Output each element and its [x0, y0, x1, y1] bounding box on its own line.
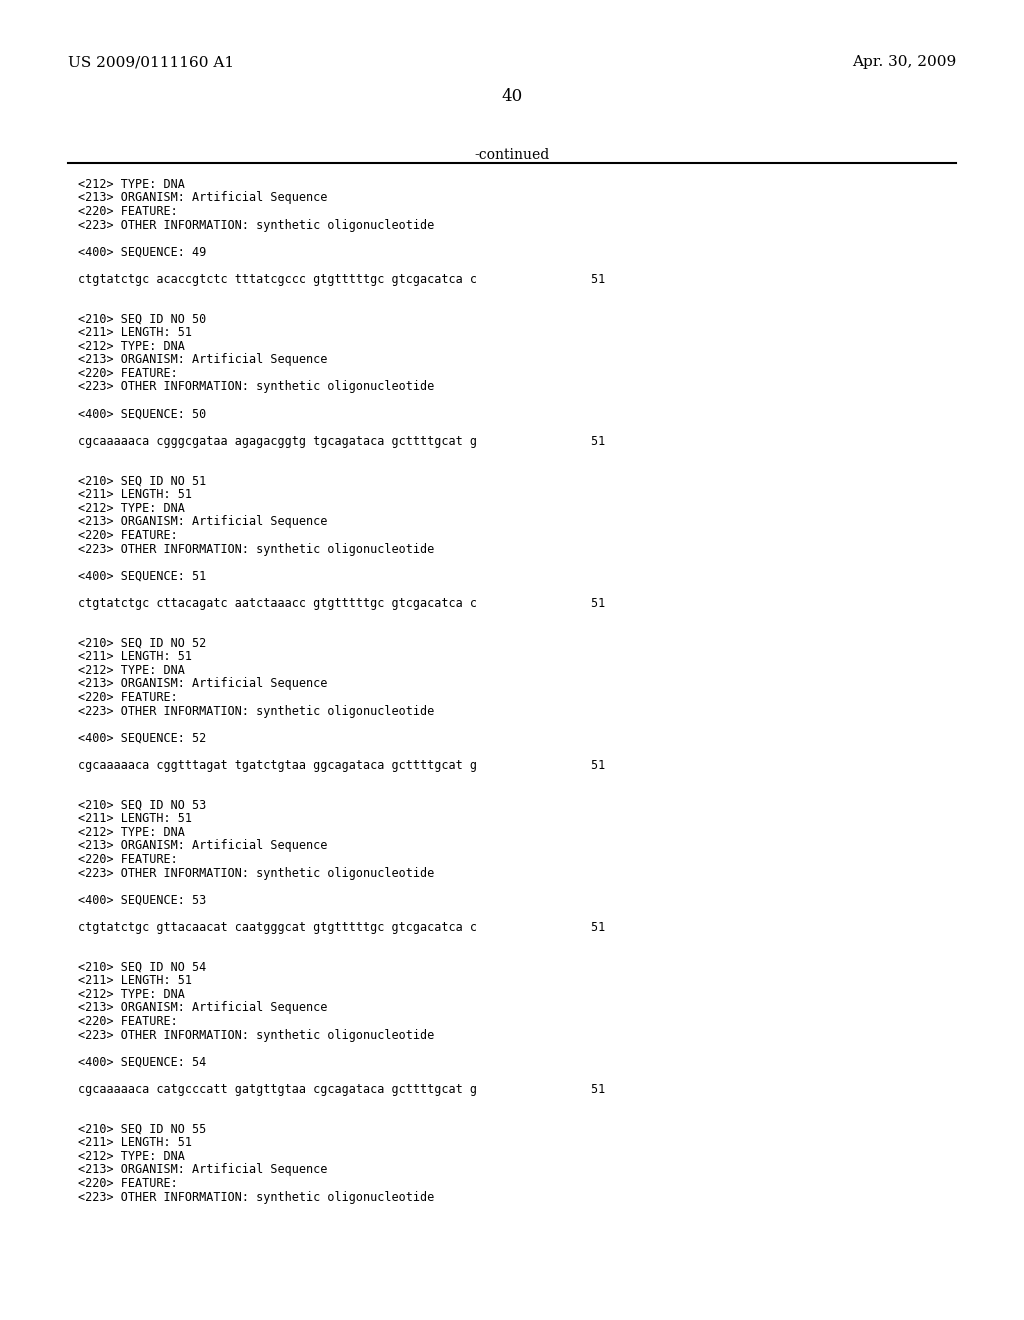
Text: <220> FEATURE:: <220> FEATURE: — [78, 1015, 178, 1028]
Text: <400> SEQUENCE: 53: <400> SEQUENCE: 53 — [78, 894, 206, 907]
Text: <220> FEATURE:: <220> FEATURE: — [78, 367, 178, 380]
Text: <213> ORGANISM: Artificial Sequence: <213> ORGANISM: Artificial Sequence — [78, 677, 328, 690]
Text: <223> OTHER INFORMATION: synthetic oligonucleotide: <223> OTHER INFORMATION: synthetic oligo… — [78, 219, 434, 231]
Text: <400> SEQUENCE: 52: <400> SEQUENCE: 52 — [78, 731, 206, 744]
Text: cgcaaaaaca catgcccatt gatgttgtaa cgcagataca gcttttgcat g                51: cgcaaaaaca catgcccatt gatgttgtaa cgcagat… — [78, 1082, 605, 1096]
Text: <213> ORGANISM: Artificial Sequence: <213> ORGANISM: Artificial Sequence — [78, 1163, 328, 1176]
Text: <400> SEQUENCE: 51: <400> SEQUENCE: 51 — [78, 569, 206, 582]
Text: <211> LENGTH: 51: <211> LENGTH: 51 — [78, 326, 193, 339]
Text: <220> FEATURE:: <220> FEATURE: — [78, 529, 178, 543]
Text: <212> TYPE: DNA: <212> TYPE: DNA — [78, 178, 185, 191]
Text: Apr. 30, 2009: Apr. 30, 2009 — [852, 55, 956, 69]
Text: <211> LENGTH: 51: <211> LENGTH: 51 — [78, 974, 193, 987]
Text: <213> ORGANISM: Artificial Sequence: <213> ORGANISM: Artificial Sequence — [78, 840, 328, 853]
Text: <213> ORGANISM: Artificial Sequence: <213> ORGANISM: Artificial Sequence — [78, 191, 328, 205]
Text: 40: 40 — [502, 88, 522, 106]
Text: <211> LENGTH: 51: <211> LENGTH: 51 — [78, 1137, 193, 1150]
Text: <223> OTHER INFORMATION: synthetic oligonucleotide: <223> OTHER INFORMATION: synthetic oligo… — [78, 543, 434, 556]
Text: <223> OTHER INFORMATION: synthetic oligonucleotide: <223> OTHER INFORMATION: synthetic oligo… — [78, 866, 434, 879]
Text: <213> ORGANISM: Artificial Sequence: <213> ORGANISM: Artificial Sequence — [78, 1002, 328, 1015]
Text: <223> OTHER INFORMATION: synthetic oligonucleotide: <223> OTHER INFORMATION: synthetic oligo… — [78, 705, 434, 718]
Text: ctgtatctgc cttacagatc aatctaaacc gtgtttttgc gtcgacatca c                51: ctgtatctgc cttacagatc aatctaaacc gtgtttt… — [78, 597, 605, 610]
Text: <212> TYPE: DNA: <212> TYPE: DNA — [78, 1150, 185, 1163]
Text: <212> TYPE: DNA: <212> TYPE: DNA — [78, 826, 185, 840]
Text: <220> FEATURE:: <220> FEATURE: — [78, 853, 178, 866]
Text: <220> FEATURE:: <220> FEATURE: — [78, 205, 178, 218]
Text: ctgtatctgc acaccgtctc tttatcgccc gtgtttttgc gtcgacatca c                51: ctgtatctgc acaccgtctc tttatcgccc gtgtttt… — [78, 272, 605, 285]
Text: cgcaaaaaca cgggcgataa agagacggtg tgcagataca gcttttgcat g                51: cgcaaaaaca cgggcgataa agagacggtg tgcagat… — [78, 434, 605, 447]
Text: <212> TYPE: DNA: <212> TYPE: DNA — [78, 987, 185, 1001]
Text: <223> OTHER INFORMATION: synthetic oligonucleotide: <223> OTHER INFORMATION: synthetic oligo… — [78, 380, 434, 393]
Text: <210> SEQ ID NO 54: <210> SEQ ID NO 54 — [78, 961, 206, 974]
Text: <220> FEATURE:: <220> FEATURE: — [78, 690, 178, 704]
Text: ctgtatctgc gttacaacat caatgggcat gtgtttttgc gtcgacatca c                51: ctgtatctgc gttacaacat caatgggcat gtgtttt… — [78, 920, 605, 933]
Text: <212> TYPE: DNA: <212> TYPE: DNA — [78, 341, 185, 352]
Text: <213> ORGANISM: Artificial Sequence: <213> ORGANISM: Artificial Sequence — [78, 516, 328, 528]
Text: <223> OTHER INFORMATION: synthetic oligonucleotide: <223> OTHER INFORMATION: synthetic oligo… — [78, 1028, 434, 1041]
Text: <400> SEQUENCE: 54: <400> SEQUENCE: 54 — [78, 1056, 206, 1068]
Text: <210> SEQ ID NO 53: <210> SEQ ID NO 53 — [78, 799, 206, 812]
Text: <210> SEQ ID NO 51: <210> SEQ ID NO 51 — [78, 475, 206, 488]
Text: <211> LENGTH: 51: <211> LENGTH: 51 — [78, 488, 193, 502]
Text: <211> LENGTH: 51: <211> LENGTH: 51 — [78, 813, 193, 825]
Text: <210> SEQ ID NO 52: <210> SEQ ID NO 52 — [78, 638, 206, 649]
Text: cgcaaaaaca cggtttagat tgatctgtaa ggcagataca gcttttgcat g                51: cgcaaaaaca cggtttagat tgatctgtaa ggcagat… — [78, 759, 605, 771]
Text: <212> TYPE: DNA: <212> TYPE: DNA — [78, 502, 185, 515]
Text: <220> FEATURE:: <220> FEATURE: — [78, 1177, 178, 1191]
Text: <213> ORGANISM: Artificial Sequence: <213> ORGANISM: Artificial Sequence — [78, 354, 328, 367]
Text: <211> LENGTH: 51: <211> LENGTH: 51 — [78, 651, 193, 664]
Text: <212> TYPE: DNA: <212> TYPE: DNA — [78, 664, 185, 677]
Text: <400> SEQUENCE: 49: <400> SEQUENCE: 49 — [78, 246, 206, 259]
Text: US 2009/0111160 A1: US 2009/0111160 A1 — [68, 55, 234, 69]
Text: <210> SEQ ID NO 55: <210> SEQ ID NO 55 — [78, 1123, 206, 1137]
Text: <210> SEQ ID NO 50: <210> SEQ ID NO 50 — [78, 313, 206, 326]
Text: <400> SEQUENCE: 50: <400> SEQUENCE: 50 — [78, 408, 206, 421]
Text: -continued: -continued — [474, 148, 550, 162]
Text: <223> OTHER INFORMATION: synthetic oligonucleotide: <223> OTHER INFORMATION: synthetic oligo… — [78, 1191, 434, 1204]
